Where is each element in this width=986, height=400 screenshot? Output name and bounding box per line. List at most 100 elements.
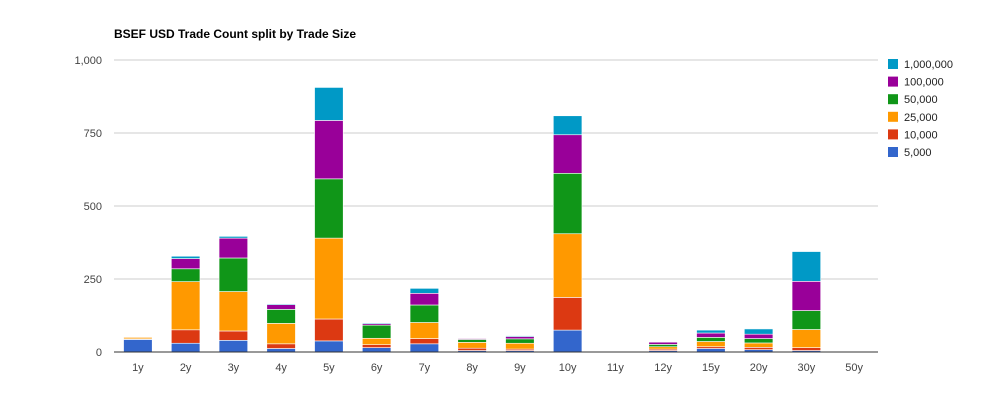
bar-segment bbox=[314, 340, 344, 353]
x-tick-label: 9y bbox=[514, 362, 526, 374]
legend: 1,000,000 100,000 50,000 25,000 10,000 5,000 bbox=[888, 59, 953, 159]
bar-segment bbox=[648, 346, 678, 350]
bar-segment bbox=[171, 258, 201, 270]
bars bbox=[123, 87, 821, 353]
x-axis-ticks: 1y 2y 3y 4y 5y 6y 7y 8y 9y 10y 11y 12y 15y 20y 30y 50y bbox=[132, 362, 863, 374]
bar-segment bbox=[743, 338, 774, 344]
bar-segment bbox=[552, 115, 583, 136]
x-tick-label: 20y bbox=[750, 362, 768, 374]
bar-segment bbox=[791, 347, 821, 351]
bar-segment bbox=[361, 324, 392, 339]
bar-segment bbox=[791, 329, 821, 348]
bar-segment bbox=[361, 337, 392, 346]
x-tick-label: 4y bbox=[275, 362, 287, 374]
legend-swatch bbox=[888, 129, 898, 140]
bar-segment bbox=[171, 342, 201, 353]
bar-segment bbox=[266, 303, 296, 305]
x-tick-label: 5y bbox=[323, 362, 335, 374]
x-tick-label: 3y bbox=[228, 362, 240, 374]
bar-segment bbox=[696, 348, 726, 353]
bar-segment bbox=[791, 251, 821, 282]
legend-swatch bbox=[888, 111, 898, 122]
bar-segment bbox=[409, 338, 439, 345]
x-tick-label: 10y bbox=[559, 362, 577, 374]
bar-segment bbox=[552, 134, 583, 174]
bar-segment bbox=[266, 343, 296, 349]
legend-label: 10,000 bbox=[904, 129, 938, 141]
bar-segment bbox=[552, 297, 583, 331]
bar-segment bbox=[743, 333, 774, 339]
y-axis-ticks: 0 250 500 750 1,000 bbox=[74, 55, 102, 359]
bar-segment bbox=[409, 343, 439, 353]
bar-segment bbox=[171, 268, 201, 282]
x-tick-label: 8y bbox=[466, 362, 478, 374]
bar-segment bbox=[123, 337, 153, 340]
bar-segment bbox=[552, 329, 583, 353]
bar-segment bbox=[743, 328, 774, 335]
bar-segment bbox=[552, 172, 583, 235]
bar-segment bbox=[409, 288, 439, 294]
x-tick-label: 7y bbox=[419, 362, 431, 374]
bar-segment bbox=[171, 281, 201, 331]
y-tick-label: 750 bbox=[84, 128, 102, 140]
y-tick-label: 0 bbox=[96, 347, 102, 359]
bar-segment bbox=[361, 344, 392, 348]
bar-segment bbox=[505, 335, 535, 337]
bar-segment bbox=[457, 338, 487, 340]
legend-label: 25,000 bbox=[904, 112, 938, 124]
bar-segment bbox=[361, 347, 392, 353]
x-tick-label: 1y bbox=[132, 362, 144, 374]
legend-swatch bbox=[888, 147, 898, 157]
legend-swatch bbox=[888, 76, 898, 87]
bar-segment bbox=[314, 237, 344, 320]
bar-segment bbox=[171, 329, 201, 344]
bar-segment bbox=[218, 237, 249, 259]
y-tick-label: 250 bbox=[84, 274, 102, 286]
bar-segment bbox=[314, 318, 344, 342]
bar-segment bbox=[218, 330, 249, 341]
bar-segment bbox=[505, 336, 535, 340]
bar-segment bbox=[743, 347, 774, 350]
bar-segment bbox=[791, 281, 821, 311]
bar-segment bbox=[696, 337, 726, 342]
bar-segment bbox=[696, 332, 726, 338]
bar-segment bbox=[266, 348, 296, 353]
bar-segment bbox=[218, 257, 249, 292]
bar-segment bbox=[314, 120, 344, 180]
bar-segment bbox=[171, 255, 201, 259]
gridlines bbox=[114, 59, 878, 280]
bar-segment bbox=[409, 304, 439, 323]
legend-label: 1,000,000 bbox=[904, 59, 953, 71]
bar-segment bbox=[218, 291, 249, 332]
x-tick-label: 50y bbox=[845, 362, 863, 374]
x-tick-label: 6y bbox=[371, 362, 383, 374]
x-tick-label: 30y bbox=[798, 362, 816, 374]
bar-segment bbox=[457, 347, 487, 351]
bar-segment bbox=[505, 342, 535, 350]
legend-swatch bbox=[888, 94, 898, 105]
y-tick-label: 1,000 bbox=[74, 55, 102, 67]
bar-segment bbox=[457, 339, 487, 343]
bar-segment bbox=[266, 304, 296, 310]
bar-segment bbox=[648, 341, 678, 345]
x-tick-label: 11y bbox=[607, 362, 624, 374]
legend-swatch bbox=[888, 59, 898, 69]
bar-segment bbox=[314, 178, 344, 239]
bar-segment bbox=[361, 322, 392, 324]
bar-segment bbox=[409, 322, 439, 339]
bar-segment bbox=[266, 309, 296, 324]
bar-segment bbox=[648, 344, 678, 348]
legend-label: 50,000 bbox=[904, 94, 938, 106]
y-tick-label: 500 bbox=[84, 201, 102, 213]
bar-segment bbox=[457, 342, 487, 349]
bar-segment bbox=[791, 310, 821, 330]
bar-segment bbox=[696, 329, 726, 334]
bar-segment bbox=[743, 342, 774, 348]
x-tick-label: 12y bbox=[654, 362, 672, 374]
x-tick-label: 15y bbox=[702, 362, 720, 374]
legend-label: 5,000 bbox=[904, 147, 932, 159]
bar-segment bbox=[123, 339, 153, 353]
bar-segment bbox=[505, 338, 535, 344]
bar-segment bbox=[552, 233, 583, 298]
